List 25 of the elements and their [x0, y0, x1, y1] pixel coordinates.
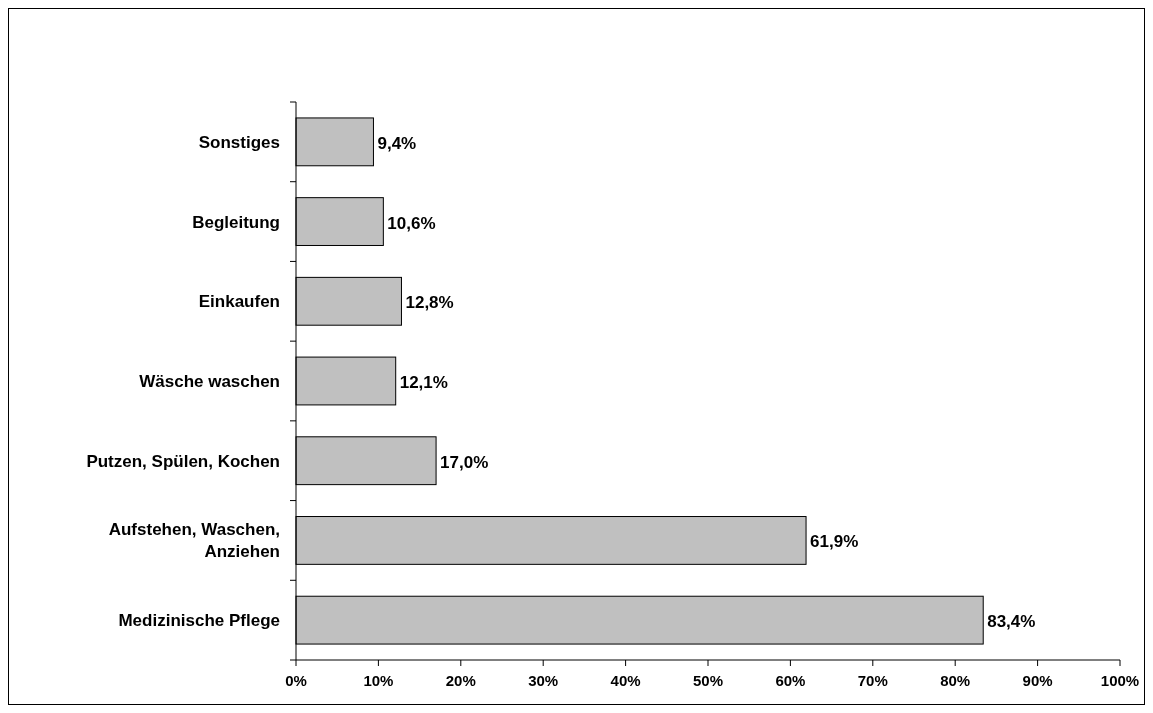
data-label: 9,4%: [377, 133, 417, 153]
y-tick-label: Wäsche waschen: [139, 372, 280, 391]
y-tick-label: Putzen, Spülen, Kochen: [86, 451, 280, 471]
x-tick-label: 80%: [940, 672, 971, 689]
x-tick-label: 20%: [445, 672, 476, 689]
data-label: 12,1%: [399, 373, 448, 392]
x-tick-label: 10%: [363, 672, 394, 689]
data-label: 61,9%: [810, 532, 859, 552]
x-tick-label: 30%: [528, 672, 559, 689]
data-label: 10,6%: [387, 213, 436, 233]
data-label: 12,8%: [405, 293, 454, 313]
y-tick-label: Einkaufen: [198, 292, 280, 312]
x-tick-label: 40%: [610, 672, 641, 689]
x-tick-label: 60%: [775, 672, 806, 689]
y-tick-label: Sonstiges: [198, 132, 280, 152]
x-tick-label: 0%: [285, 672, 307, 689]
data-label: 83,4%: [987, 612, 1036, 632]
y-tick-label: Aufstehen, Waschen, Anziehen: [108, 520, 280, 562]
x-tick-label: 70%: [857, 672, 888, 689]
x-tick-label: 100%: [1100, 672, 1140, 689]
y-tick-label: Begleitung: [192, 212, 280, 232]
x-tick-label: 50%: [692, 672, 724, 689]
data-label: 17,0%: [440, 452, 489, 472]
y-tick-label: Medizinische Pflege: [118, 611, 280, 631]
x-tick-label: 90%: [1022, 672, 1053, 689]
